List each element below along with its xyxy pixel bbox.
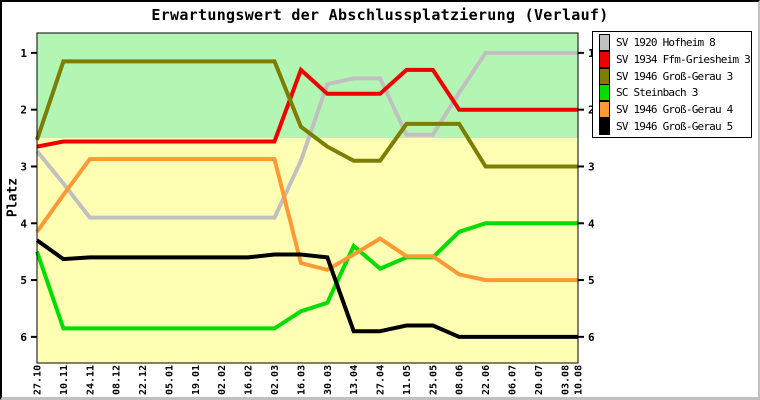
plot-border bbox=[36, 32, 579, 364]
x-tick-label: 02.03 bbox=[270, 365, 281, 395]
x-tick-label: 08.12 bbox=[112, 365, 123, 395]
legend-swatch bbox=[599, 33, 610, 51]
y-tick-label-left: 4 bbox=[20, 217, 27, 230]
x-tick-label: 08.06 bbox=[455, 365, 466, 395]
y-tick-label-right: 4 bbox=[588, 217, 595, 230]
x-tick-label: 16.03 bbox=[296, 365, 307, 395]
x-tick-label: 02.02 bbox=[217, 365, 228, 395]
y-tick-label-right: 6 bbox=[588, 331, 595, 344]
y-tick-label-left: 3 bbox=[20, 160, 27, 173]
legend-item: SC Steinbach 3 bbox=[593, 84, 751, 102]
x-tick-label: 03.08 bbox=[560, 365, 571, 395]
y-tick-label-left: 6 bbox=[20, 331, 27, 344]
legend-label: SV 1946 Groß-Gerau 5 bbox=[616, 120, 733, 134]
x-tick-label: 30.03 bbox=[323, 365, 334, 395]
series-line-sv-1920-hofheim-8 bbox=[35, 50, 578, 220]
x-tick-label: 06.07 bbox=[508, 365, 519, 395]
y-tick-label-left: 2 bbox=[20, 104, 27, 117]
legend-swatch bbox=[599, 50, 610, 68]
x-tick-label: 22.06 bbox=[481, 365, 492, 395]
legend-swatch bbox=[599, 67, 610, 85]
x-tick-label: 25.05 bbox=[428, 365, 439, 395]
y-tick-label-right: 3 bbox=[588, 160, 595, 173]
legend-item: SV 1934 Ffm-Griesheim 3 bbox=[593, 50, 751, 68]
x-tick-label: 27.10 bbox=[33, 365, 44, 395]
x-tick-label: 24.11 bbox=[85, 365, 96, 395]
x-tick-label: 22.12 bbox=[138, 365, 149, 395]
x-tick-label: 13.04 bbox=[349, 365, 360, 395]
upper-green-zone bbox=[37, 33, 578, 139]
legend-swatch bbox=[599, 101, 610, 119]
lower-yellow-zone bbox=[37, 138, 578, 363]
series-line-sv-1946-gro-gerau-4 bbox=[35, 157, 578, 283]
legend-label: SC Steinbach 3 bbox=[616, 86, 698, 100]
legend-item: SV 1946 Groß-Gerau 3 bbox=[593, 67, 751, 85]
x-tick-label: 10.08 bbox=[574, 365, 585, 395]
y-tick-label-right: 1 bbox=[588, 47, 595, 60]
legend-item: SV 1920 Hofheim 8 bbox=[593, 33, 751, 51]
x-tick-label: 11.05 bbox=[402, 365, 413, 395]
chart-title: Erwartungswert der Abschlussplatzierung … bbox=[151, 6, 609, 24]
legend-label: SV 1920 Hofheim 8 bbox=[616, 35, 716, 49]
series-line-sv-1946-gro-gerau-3 bbox=[35, 59, 578, 169]
legend-label: SV 1934 Ffm-Griesheim 3 bbox=[616, 52, 751, 66]
y-tick-label-right: 2 bbox=[588, 104, 595, 117]
x-tick-label: 19.01 bbox=[191, 365, 202, 395]
series-line-sc-steinbach-3 bbox=[35, 221, 578, 331]
series-line-sv-1934-ffm-griesheim-3 bbox=[36, 66, 578, 149]
x-tick-label: 27.04 bbox=[376, 365, 387, 395]
legend-label: SV 1946 Groß-Gerau 3 bbox=[616, 69, 733, 83]
y-tick-label-right: 5 bbox=[588, 274, 595, 287]
series-line-sv-1946-gro-gerau-5 bbox=[35, 238, 578, 339]
legend-swatch bbox=[599, 84, 610, 102]
legend-swatch bbox=[599, 118, 610, 136]
x-tick-label: 10.11 bbox=[59, 365, 70, 395]
y-tick-label-left: 1 bbox=[20, 47, 27, 60]
legend-item: SV 1946 Groß-Gerau 4 bbox=[593, 101, 751, 119]
x-tick-label: 16.02 bbox=[244, 365, 255, 395]
legend-label: SV 1946 Groß-Gerau 4 bbox=[616, 103, 733, 117]
legend-box: SV 1920 Hofheim 8 SV 1934 Ffm-Griesheim 3… bbox=[592, 31, 752, 138]
y-tick-label-left: 5 bbox=[20, 274, 27, 287]
legend-item: SV 1946 Groß-Gerau 5 bbox=[593, 118, 751, 136]
x-tick-label: 20.07 bbox=[534, 365, 545, 395]
x-tick-label: 05.01 bbox=[164, 365, 175, 395]
